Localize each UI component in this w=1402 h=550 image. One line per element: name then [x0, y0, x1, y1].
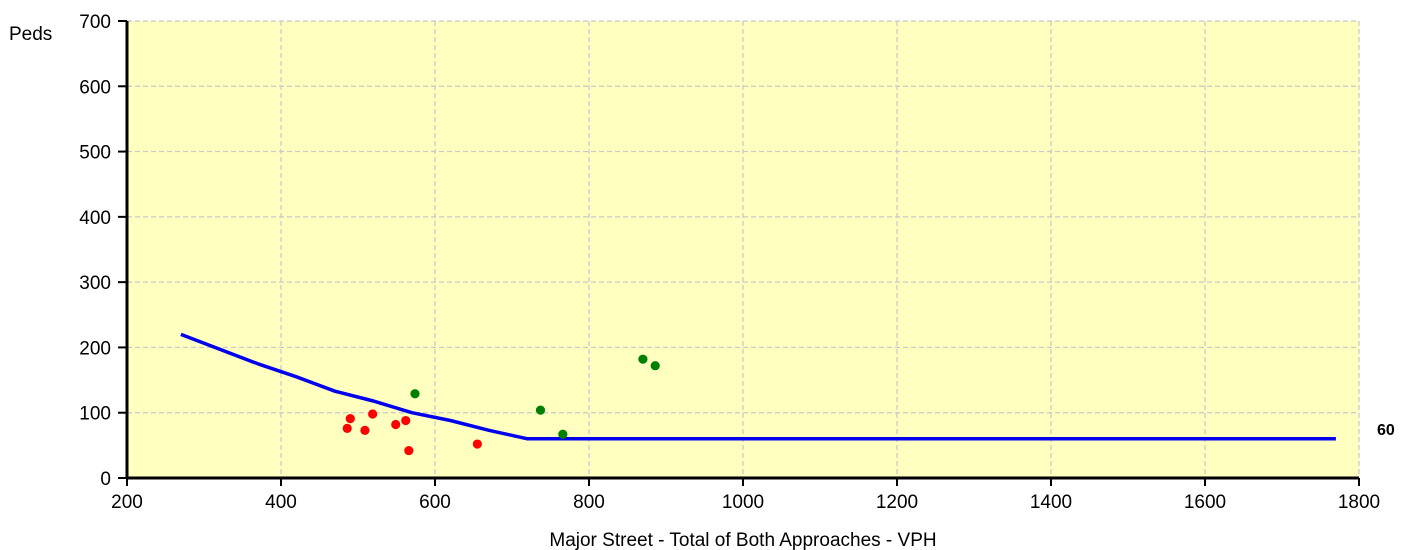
data-point [391, 419, 401, 430]
axes [118, 20, 1360, 486]
data-point [368, 409, 378, 419]
axis-labels: 200 400 600 800 1000 1200 1400 1600 1800 0 100 200 3… [79, 12, 1380, 513]
data-points-layer [342, 354, 660, 456]
y-axis-title: Peds [9, 24, 52, 45]
x-tick-label: 1800 [1338, 492, 1380, 513]
x-tick-label: 1200 [876, 492, 918, 513]
data-point [404, 445, 414, 456]
y-tick-label: 200 [79, 338, 111, 359]
y-tick-label: 400 [79, 208, 111, 229]
grid [127, 20, 1360, 478]
x-tick-label: 600 [419, 492, 451, 513]
threshold-end-label: 60 [1377, 422, 1395, 439]
x-tick-label: 400 [265, 492, 297, 513]
y-tick-label: 600 [79, 77, 111, 98]
x-tick-label: 1000 [722, 492, 764, 513]
x-tick-label: 800 [573, 492, 605, 513]
threshold-line-layer [180, 332, 1336, 441]
data-point [360, 425, 370, 435]
data-point [535, 405, 546, 415]
x-axis-title: Major Street - Total of Both Approaches … [549, 530, 936, 550]
data-point [650, 361, 660, 371]
y-tick-label: 0 [100, 469, 111, 490]
y-tick-label: 300 [79, 273, 111, 294]
x-tick-label: 200 [111, 492, 143, 513]
data-point [410, 389, 420, 399]
data-point [638, 354, 648, 364]
y-tick-label: 700 [79, 12, 111, 33]
y-tick-label: 100 [79, 404, 111, 425]
threshold-line [180, 332, 1336, 441]
data-point [558, 429, 568, 439]
data-point [342, 423, 352, 433]
data-point [401, 415, 411, 426]
y-tick-label: 500 [79, 143, 111, 164]
x-tick-label: 1400 [1030, 492, 1072, 513]
x-tick-label: 1600 [1184, 492, 1226, 513]
data-point [472, 439, 482, 449]
data-point [345, 413, 355, 424]
